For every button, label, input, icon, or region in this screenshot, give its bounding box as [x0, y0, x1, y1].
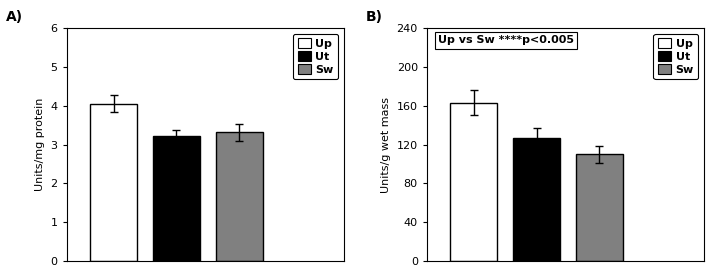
Legend: Up, Ut, Sw: Up, Ut, Sw [293, 34, 338, 80]
Legend: Up, Ut, Sw: Up, Ut, Sw [654, 34, 699, 80]
Bar [215, 132, 262, 261]
Text: A): A) [6, 10, 23, 24]
Text: Up vs Sw ****p<0.005: Up vs Sw ****p<0.005 [438, 35, 574, 45]
Y-axis label: Units/mg protein: Units/mg protein [35, 98, 45, 191]
Bar [90, 104, 137, 261]
Bar [153, 136, 199, 261]
Bar [513, 138, 560, 261]
Bar [576, 154, 623, 261]
Bar [450, 103, 498, 261]
Text: B): B) [366, 10, 383, 24]
Y-axis label: Units/g wet mass: Units/g wet mass [381, 96, 391, 193]
